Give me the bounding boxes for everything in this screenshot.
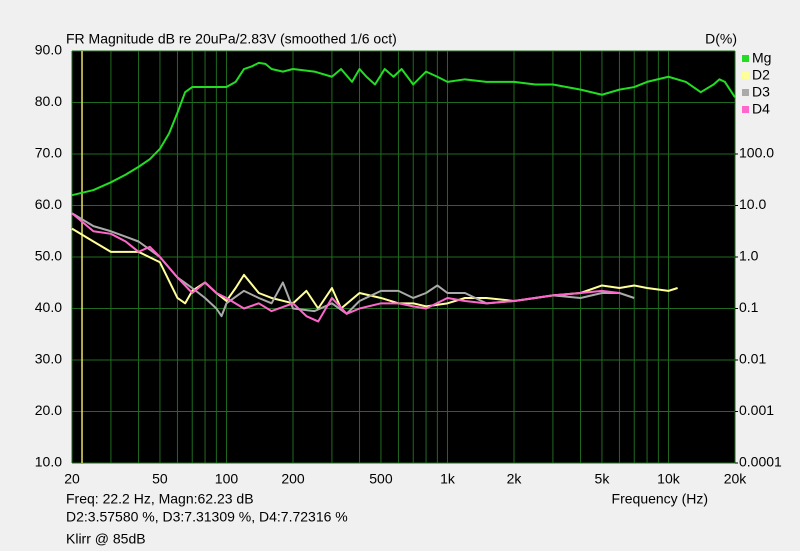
legend-label: Mg [752, 50, 771, 66]
y2-tick-label: 1.0 [739, 248, 759, 264]
x-tick-label: 5k [595, 471, 611, 487]
y-tick-label: 60.0 [35, 196, 62, 212]
legend-swatch [742, 106, 749, 113]
x-axis-label: Frequency (Hz) [612, 491, 708, 507]
y2-tick-label: 10.0 [739, 196, 766, 212]
y2-tick-label: 0.1 [739, 299, 759, 315]
x-tick-label: 1k [440, 471, 456, 487]
y2-tick-label: 0.0001 [739, 454, 782, 470]
y-tick-label: 70.0 [35, 145, 62, 161]
legend-swatch [742, 55, 749, 62]
chart-title: FR Magnitude dB re 20uPa/2.83V (smoothed… [66, 31, 397, 47]
x-tick-label: 10k [657, 471, 681, 487]
x-tick-label: 20k [724, 471, 748, 487]
legend-swatch [742, 72, 749, 79]
y-tick-label: 10.0 [35, 454, 62, 470]
x-tick-label: 2k [507, 471, 523, 487]
y2-tick-label: 100.0 [739, 145, 774, 161]
y2-axis-label: D(%) [705, 31, 737, 47]
legend-label: D3 [752, 84, 770, 100]
x-tick-label: 200 [281, 471, 305, 487]
series-line [71, 212, 620, 323]
x-tick-label: 50 [152, 471, 168, 487]
readout: D2:3.57580 %, D3:7.31309 %, D4:7.72316 % [66, 509, 348, 525]
legend-label: D2 [752, 67, 770, 83]
y-tick-label: 20.0 [35, 402, 62, 418]
y-tick-label: 90.0 [35, 42, 62, 58]
legend-swatch [742, 89, 749, 96]
y-tick-label: 30.0 [35, 351, 62, 367]
y2-tick-label: 0.001 [739, 402, 774, 418]
x-tick-label: 20 [64, 471, 80, 487]
series-line [71, 61, 736, 197]
x-tick-label: 100 [215, 471, 239, 487]
readout: Freq: 22.2 Hz, Magn:62.23 dB [66, 491, 254, 507]
y-tick-label: 80.0 [35, 93, 62, 109]
x-tick-label: 500 [369, 471, 393, 487]
legend-label: D4 [752, 101, 770, 117]
y2-tick-label: 0.01 [739, 351, 766, 367]
readout: Klirr @ 85dB [66, 531, 146, 547]
y-tick-label: 50.0 [35, 248, 62, 264]
y-tick-label: 40.0 [35, 299, 62, 315]
